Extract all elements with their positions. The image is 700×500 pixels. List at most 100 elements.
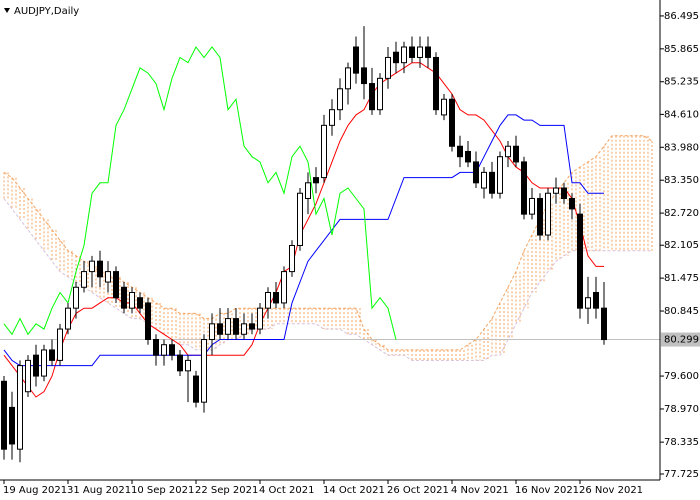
x-tick-label: 22 Sep 2021 bbox=[195, 485, 258, 496]
candle-body bbox=[153, 338, 159, 356]
candle-body bbox=[209, 323, 215, 340]
candle-body bbox=[473, 161, 479, 184]
candle-body bbox=[433, 56, 439, 111]
candle-body bbox=[361, 67, 367, 85]
y-tick-label: 77.725 bbox=[664, 469, 699, 480]
candle-body bbox=[561, 187, 567, 199]
candle-body bbox=[41, 349, 47, 377]
indicator-line bbox=[3, 46, 397, 340]
cloud-edge bbox=[3, 198, 652, 361]
candle-body bbox=[577, 213, 583, 309]
candle-body bbox=[81, 271, 87, 288]
candle-body bbox=[169, 344, 175, 356]
candle-body bbox=[33, 354, 39, 377]
candle-body bbox=[297, 192, 303, 246]
candle-body bbox=[601, 307, 607, 341]
candle-body bbox=[1, 380, 7, 450]
candle-body bbox=[249, 323, 255, 330]
candle-body bbox=[593, 291, 599, 309]
indicator-line bbox=[3, 62, 604, 398]
y-tick-label: 78.335 bbox=[664, 437, 699, 448]
candle-body bbox=[265, 291, 271, 309]
y-tick-label: 81.475 bbox=[664, 273, 699, 284]
y-tick-label: 78.970 bbox=[664, 404, 699, 415]
candle-body bbox=[377, 77, 383, 111]
candle-body bbox=[57, 328, 63, 361]
price-label: 80.299 bbox=[664, 335, 699, 346]
y-tick-label: 79.600 bbox=[664, 371, 699, 382]
candle-body bbox=[337, 88, 343, 111]
indicator-line bbox=[3, 114, 604, 367]
candle-body bbox=[497, 156, 503, 194]
y-tick-label: 83.350 bbox=[664, 175, 699, 186]
candle-body bbox=[345, 67, 351, 90]
candle-body bbox=[225, 318, 231, 335]
candle-body bbox=[25, 359, 31, 393]
candle-body bbox=[585, 297, 591, 309]
x-tick-label: 19 Aug 2021 bbox=[3, 485, 67, 496]
candle-body bbox=[9, 406, 15, 445]
candle-body bbox=[489, 171, 495, 194]
candle-body bbox=[457, 145, 463, 158]
candle-body bbox=[385, 56, 391, 79]
y-tick-label: 85.865 bbox=[664, 44, 699, 55]
candle-body bbox=[441, 98, 447, 116]
candle-body bbox=[329, 109, 335, 126]
candle-body bbox=[417, 46, 423, 58]
candle-body bbox=[305, 182, 311, 199]
candle-body bbox=[513, 145, 519, 163]
candle-body bbox=[313, 177, 319, 184]
y-tick-label: 82.720 bbox=[664, 208, 699, 219]
candle-body bbox=[257, 307, 263, 330]
x-tick-label: 16 Nov 2021 bbox=[515, 485, 579, 496]
chart-title: AUDJPY,Daily bbox=[14, 6, 79, 17]
candle-body bbox=[553, 187, 559, 194]
candle-body bbox=[537, 197, 543, 236]
candle-body bbox=[425, 46, 431, 58]
candle-body bbox=[481, 171, 487, 189]
x-tick-label: 14 Oct 2021 bbox=[323, 485, 385, 496]
candle-body bbox=[241, 323, 247, 335]
x-tick-label: 4 Oct 2021 bbox=[259, 485, 314, 496]
candle-body bbox=[129, 291, 135, 309]
x-tick-label: 4 Nov 2021 bbox=[451, 485, 509, 496]
candle-body bbox=[449, 98, 455, 147]
candle-body bbox=[401, 46, 407, 64]
x-tick-label: 26 Oct 2021 bbox=[387, 485, 449, 496]
candle-body bbox=[17, 365, 23, 450]
candle-body bbox=[121, 286, 127, 309]
candle-body bbox=[185, 359, 191, 372]
candle-body bbox=[233, 318, 239, 335]
x-tick-label: 10 Sep 2021 bbox=[131, 485, 194, 496]
x-tick-label: 26 Nov 2021 bbox=[579, 485, 643, 496]
candle-body bbox=[369, 83, 375, 111]
candle-body bbox=[201, 338, 207, 403]
candle-body bbox=[281, 271, 287, 304]
candle-body bbox=[97, 260, 103, 278]
candle-body bbox=[529, 197, 535, 215]
candle-body bbox=[393, 51, 399, 64]
candle-body bbox=[89, 260, 95, 273]
y-tick-label: 83.980 bbox=[664, 142, 699, 153]
candle-body bbox=[73, 286, 79, 309]
candle-body bbox=[193, 375, 199, 403]
candle-body bbox=[321, 124, 327, 179]
x-tick-label: 31 Aug 2021 bbox=[67, 485, 131, 496]
candle-body bbox=[353, 46, 359, 74]
candle-body bbox=[49, 349, 55, 361]
candle-body bbox=[505, 145, 511, 158]
candle-body bbox=[161, 344, 167, 356]
y-tick-label: 80.845 bbox=[664, 306, 699, 317]
y-tick-label: 82.105 bbox=[664, 240, 699, 251]
candle-body bbox=[289, 244, 295, 273]
y-tick-label: 84.610 bbox=[664, 109, 699, 120]
candle-body bbox=[569, 197, 575, 210]
candle-body bbox=[177, 354, 183, 372]
candle-body bbox=[137, 297, 143, 309]
price-label-box bbox=[661, 332, 700, 347]
candle-body bbox=[545, 192, 551, 236]
candle-body bbox=[409, 46, 415, 58]
candle-body bbox=[273, 291, 279, 304]
y-tick-label: 86.495 bbox=[664, 11, 699, 22]
